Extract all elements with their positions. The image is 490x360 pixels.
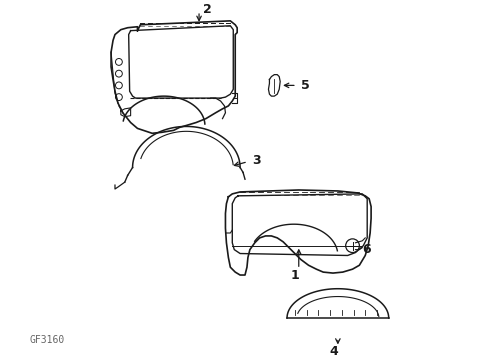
Text: GF3160: GF3160 — [30, 336, 65, 345]
Text: 2: 2 — [203, 3, 212, 15]
Text: 6: 6 — [362, 243, 371, 256]
Text: 1: 1 — [291, 269, 299, 282]
Text: 3: 3 — [252, 154, 261, 167]
Text: 4: 4 — [330, 345, 338, 358]
Text: 5: 5 — [301, 79, 310, 92]
